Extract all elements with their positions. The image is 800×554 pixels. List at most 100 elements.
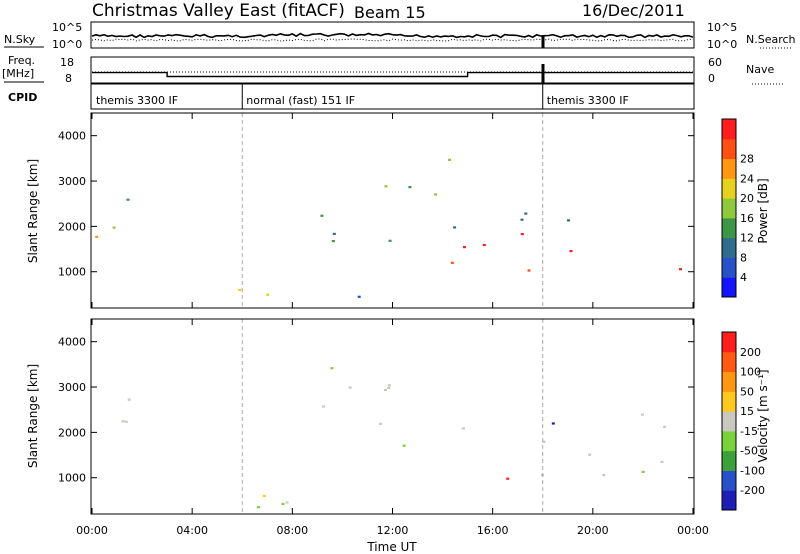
colorbar-swatch [722,217,736,239]
colorbar-swatch [722,411,736,432]
nave-tick-high: 60 [708,56,722,69]
velocity-colorbar: 200 100 50 15 -15 -50 -100 -200 [721,331,765,511]
scatter-cell [330,367,334,370]
colorbar-swatch [722,277,736,298]
freq-tick-high: 18 [60,56,74,69]
colorbar-tick: 12 [740,232,754,245]
cpid-segment-label: normal (fast) 151 IF [246,94,355,107]
power-ylabel: Slant Range [km] [26,159,40,263]
scatter-cell [348,386,352,389]
nsearch-trace [91,38,694,42]
scatter-cell [434,193,437,196]
scatter-cell [567,219,570,222]
cpid-segment-label: themis 3300 IF [547,94,629,107]
scatter-cell [387,384,391,387]
scatter-cell [320,214,324,217]
cpid-panel [90,83,695,110]
colorbar-swatch [722,198,736,219]
freq-unit: [MHz] [2,67,34,80]
cpid-segment-label: themis 3300 IF [96,94,178,107]
colorbar-tick: 50 [740,385,754,398]
scatter-cell [126,198,130,201]
freq-trace [92,71,693,78]
nsky-tick-low: 10^0 [52,38,82,51]
scatter-cell [321,405,325,408]
ytick-label: 1000 [58,472,86,485]
colorbar-tick: 20 [740,192,754,205]
power-colorbar: 4 8 12 16 20 24 28 [721,118,754,298]
scatter-cell [408,186,412,189]
scatter-cell [450,261,454,264]
velocity-frame [90,318,695,515]
scatter-cell [453,226,457,229]
nsearch-label: N.Search [746,33,796,46]
colorbar-tick: 15 [740,405,754,418]
scatter-cell [127,398,131,401]
scatter-cell [379,422,383,425]
scatter-cell [332,232,336,235]
colorbar-tick: -50 [740,445,758,458]
station-title: Christmas Valley East (fitACF) [92,1,345,21]
scatter-cell [95,235,99,238]
scatter-cell [482,243,486,247]
scatter-cell [281,502,285,506]
colorbar-swatch [722,490,736,511]
scatter-cell [448,158,451,161]
freq-tick-low: 8 [65,72,72,85]
colorbar-swatch [722,158,736,179]
scatter-cell [262,494,266,497]
scatter-cell [388,239,392,242]
colorbar-swatch [722,332,736,353]
scatter-cell [121,420,125,423]
scatter-cell [331,240,335,243]
power-cbar-label: Power [dB] [756,178,770,243]
scatter-cell [506,477,510,480]
scatter-cell [463,246,466,249]
scatter-cell [112,226,116,229]
colorbar-swatch [722,351,736,373]
colorbar-swatch [722,430,736,452]
nsky-tick-high: 10^5 [52,21,82,34]
ytick-label: 3000 [58,175,86,188]
colorbar-tick: -200 [740,484,765,497]
scatter-cell [520,233,524,236]
scatter-cell [569,250,573,253]
scatter-cell [285,501,289,504]
scatter-cell [520,218,524,221]
nsearch-tick-high: 10^5 [707,21,737,34]
colorbar-tick: 24 [740,172,754,185]
colorbar-swatch [722,178,736,199]
scatter-cell [257,506,260,509]
scatter-cell [679,268,682,271]
xtick-label: 12:00 [377,524,409,537]
colorbar-swatch [722,138,736,160]
xtick-label: 00:00 [677,524,709,537]
xtick-label: 08:00 [276,524,308,537]
scatter-cell [524,212,528,215]
scatter-cell [640,413,644,416]
scatter-cell [402,444,406,447]
colorbar-swatch [722,371,736,392]
velocity-yaxis: 1000 2000 3000 4000 [58,336,694,485]
colorbar-swatch [722,391,736,412]
scatter-cell [238,288,242,291]
ytick-label: 4000 [58,130,86,143]
scatter-cell [387,386,391,389]
scatter-cell [527,269,531,272]
colorbar-tick: 28 [740,153,754,166]
colorbar-swatch [722,119,736,140]
scatter-cell [551,422,555,425]
xtick-label: 00:00 [76,524,108,537]
scatter-cell [663,425,667,428]
date-title: 16/Dec/2011 [582,1,685,20]
xlabel: Time UT [366,540,417,554]
scatter-cell [660,460,664,463]
colorbar-swatch [722,237,736,258]
cpid-label: CPID [8,91,37,104]
scatter-cell [384,185,388,188]
cpid-segments: themis 3300 IF normal (fast) 151 IF themis… [96,84,629,109]
velocity-heatmap [121,319,667,514]
nsky-panel [90,21,695,49]
ytick-label: 1000 [58,266,86,279]
